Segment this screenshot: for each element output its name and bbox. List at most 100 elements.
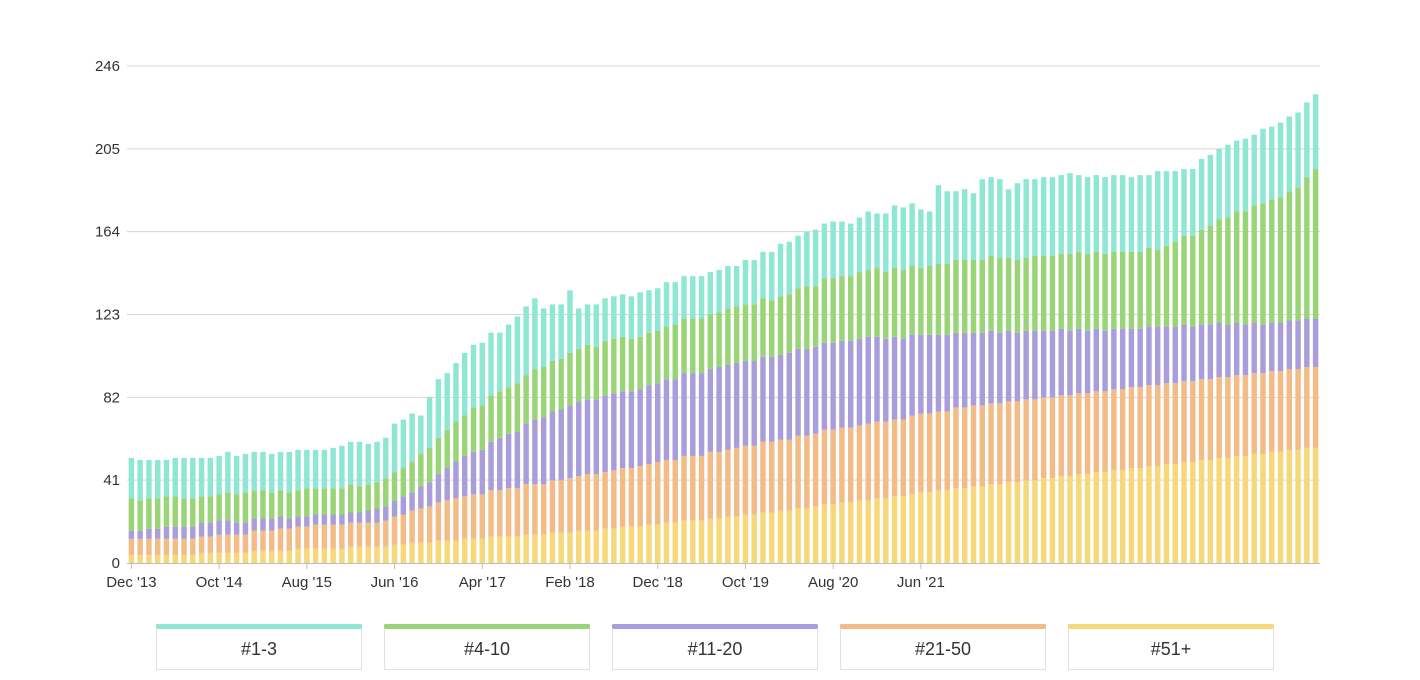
bar-segment-51[interactable]	[663, 522, 670, 563]
bar-stack[interactable]	[1251, 134, 1257, 563]
bar-segment-1-3[interactable]	[505, 324, 512, 388]
bar-segment-51[interactable]	[611, 528, 617, 563]
bar-segment-51[interactable]	[1277, 451, 1284, 563]
bar-segment-4-10[interactable]	[654, 330, 661, 384]
bar-segment-21-50[interactable]	[286, 528, 292, 551]
bar-segment-21-50[interactable]	[1312, 367, 1319, 448]
bar-segment-21-50[interactable]	[453, 498, 459, 541]
bar-segment-11-20[interactable]	[988, 330, 994, 404]
bar-segment-51[interactable]	[1014, 482, 1021, 563]
bar-segment-21-50[interactable]	[716, 451, 722, 519]
bar-segment-11-20[interactable]	[295, 516, 301, 527]
bar-stack[interactable]	[1286, 116, 1293, 563]
bar-segment-4-10[interactable]	[330, 488, 336, 515]
bar-segment-51[interactable]	[497, 536, 503, 563]
bar-segment-4-10[interactable]	[1146, 247, 1152, 327]
bar-stack[interactable]	[698, 276, 705, 563]
bar-stack[interactable]	[847, 223, 854, 563]
bar-stack[interactable]	[383, 437, 389, 563]
bar-segment-21-50[interactable]	[979, 405, 985, 487]
bar-segment-51[interactable]	[856, 500, 863, 563]
bar-segment-21-50[interactable]	[725, 449, 731, 517]
bar-segment-4-10[interactable]	[137, 500, 143, 531]
bar-segment-11-20[interactable]	[154, 528, 161, 539]
bar-segment-1-3[interactable]	[1172, 171, 1178, 242]
bar-stack[interactable]	[654, 288, 661, 563]
bar-segment-4-10[interactable]	[760, 298, 766, 357]
bar-segment-11-20[interactable]	[190, 526, 196, 539]
bar-segment-21-50[interactable]	[409, 510, 415, 543]
bar-segment-1-3[interactable]	[1233, 140, 1240, 212]
bar-segment-1-3[interactable]	[514, 316, 521, 384]
bar-segment-11-20[interactable]	[251, 518, 257, 531]
bar-segment-4-10[interactable]	[856, 272, 863, 339]
bar-segment-4-10[interactable]	[1102, 253, 1108, 331]
bar-segment-4-10[interactable]	[1067, 253, 1073, 331]
bar-segment-4-10[interactable]	[1277, 197, 1284, 323]
bar-segment-1-3[interactable]	[935, 185, 942, 264]
bar-segment-21-50[interactable]	[795, 435, 801, 509]
bar-segment-21-50[interactable]	[523, 484, 529, 535]
bar-stack[interactable]	[435, 379, 442, 563]
bar-segment-4-10[interactable]	[962, 259, 968, 333]
bar-segment-51[interactable]	[277, 550, 284, 563]
bar-stack[interactable]	[497, 332, 503, 563]
bar-segment-51[interactable]	[514, 536, 521, 563]
bar-segment-1-3[interactable]	[295, 449, 301, 491]
bar-segment-1-3[interactable]	[1058, 175, 1064, 254]
bar-segment-11-20[interactable]	[584, 399, 591, 475]
bar-segment-1-3[interactable]	[804, 231, 810, 287]
bar-segment-1-3[interactable]	[953, 191, 959, 260]
bar-stack[interactable]	[1233, 140, 1240, 563]
bar-segment-51[interactable]	[821, 504, 828, 563]
bar-segment-51[interactable]	[216, 552, 222, 563]
bar-segment-1-3[interactable]	[1216, 148, 1222, 220]
bar-segment-21-50[interactable]	[584, 474, 591, 531]
bar-segment-1-3[interactable]	[997, 179, 1003, 258]
bar-stack[interactable]	[1032, 179, 1038, 563]
bar-stack[interactable]	[312, 449, 319, 563]
bar-segment-11-20[interactable]	[1198, 324, 1205, 380]
bar-segment-21-50[interactable]	[602, 472, 608, 529]
bar-segment-21-50[interactable]	[488, 490, 494, 537]
bar-stack[interactable]	[1312, 94, 1319, 563]
bar-segment-4-10[interactable]	[1312, 169, 1319, 319]
bar-segment-51[interactable]	[637, 526, 643, 563]
bar-segment-51[interactable]	[935, 490, 942, 563]
bar-segment-4-10[interactable]	[970, 259, 977, 333]
bar-segment-51[interactable]	[426, 542, 433, 563]
bar-segment-11-20[interactable]	[637, 389, 643, 467]
bar-segment-51[interactable]	[549, 532, 556, 563]
bar-segment-11-20[interactable]	[269, 518, 275, 531]
bar-segment-51[interactable]	[1084, 474, 1091, 563]
bar-segment-51[interactable]	[321, 548, 328, 563]
bar-segment-4-10[interactable]	[733, 306, 740, 363]
bar-segment-21-50[interactable]	[654, 461, 661, 525]
bar-segment-51[interactable]	[286, 550, 292, 563]
bar-segment-51[interactable]	[1102, 472, 1108, 563]
bar-segment-4-10[interactable]	[295, 490, 301, 517]
bar-segment-51[interactable]	[953, 488, 959, 563]
bar-segment-4-10[interactable]	[462, 415, 468, 456]
bar-segment-4-10[interactable]	[163, 496, 170, 527]
bar-segment-51[interactable]	[453, 540, 459, 563]
bar-segment-11-20[interactable]	[769, 356, 775, 442]
bar-segment-11-20[interactable]	[707, 369, 714, 452]
bar-segment-4-10[interactable]	[365, 484, 371, 511]
bar-stack[interactable]	[619, 294, 626, 563]
bar-segment-51[interactable]	[479, 538, 485, 563]
bar-stack[interactable]	[426, 397, 433, 563]
bar-segment-21-50[interactable]	[1207, 379, 1214, 460]
bar-segment-21-50[interactable]	[786, 439, 793, 511]
bar-segment-51[interactable]	[330, 548, 336, 563]
bar-segment-4-10[interactable]	[277, 490, 284, 517]
bar-segment-1-3[interactable]	[137, 459, 143, 501]
bar-segment-51[interactable]	[988, 484, 994, 563]
bar-segment-21-50[interactable]	[953, 407, 959, 489]
bar-segment-11-20[interactable]	[1076, 328, 1082, 394]
bar-stack[interactable]	[742, 259, 749, 563]
bar-segment-21-50[interactable]	[470, 494, 477, 539]
bar-segment-1-3[interactable]	[269, 453, 275, 493]
bar-segment-1-3[interactable]	[426, 397, 433, 448]
bar-stack[interactable]	[865, 211, 871, 563]
